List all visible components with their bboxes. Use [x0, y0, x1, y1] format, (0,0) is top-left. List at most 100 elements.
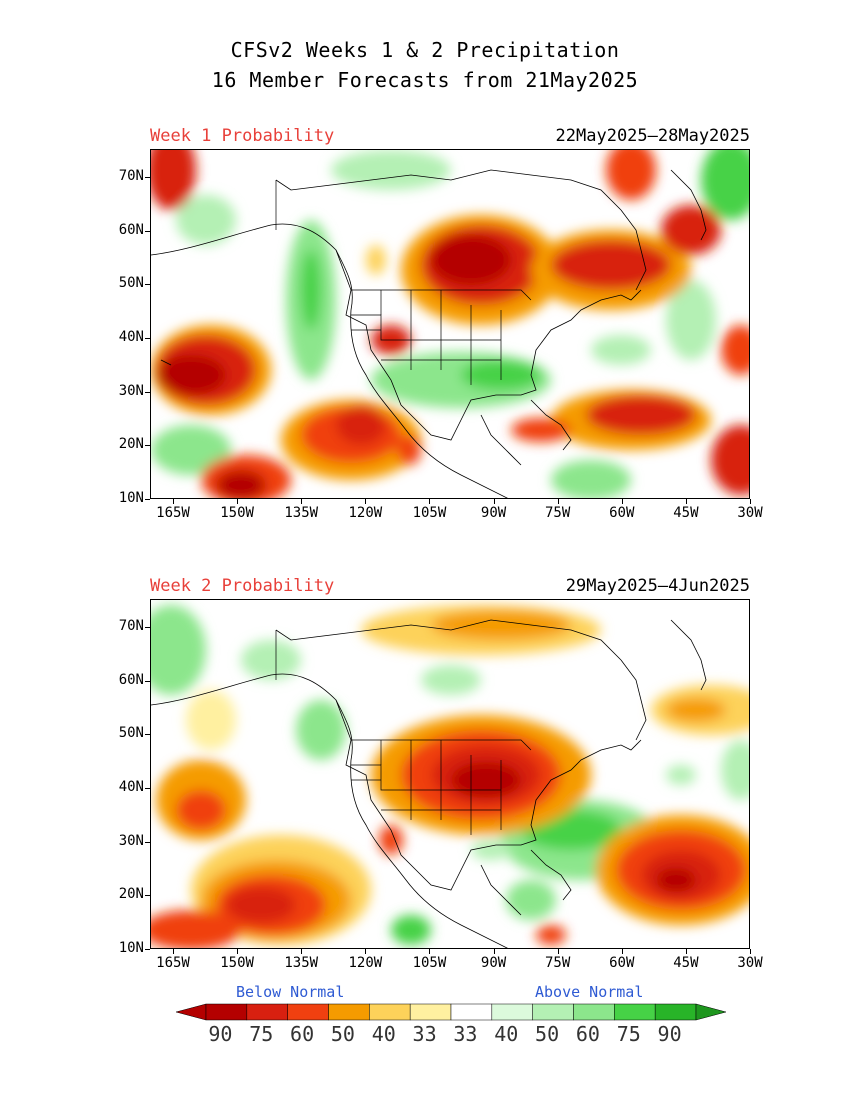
legend-swatch — [614, 1003, 656, 1021]
legend-swatch — [369, 1003, 411, 1021]
lon-tick — [493, 499, 495, 504]
lon-label: 105W — [412, 955, 447, 971]
lon-tick — [750, 949, 751, 954]
lon-tick — [429, 949, 431, 954]
legend-value: 40 — [371, 1022, 396, 1046]
legend-above-label: Above Normal — [535, 983, 644, 1001]
lon-label: 135W — [284, 955, 319, 971]
coastlines — [151, 169, 707, 498]
lon-label: 120W — [348, 505, 383, 521]
legend-swatch — [287, 1003, 329, 1021]
lon-label: 75W — [545, 505, 571, 521]
lat-label: 40N — [118, 779, 144, 795]
lon-label: 45W — [673, 955, 699, 971]
lon-tick — [173, 949, 174, 954]
lon-label: 105W — [412, 505, 447, 521]
legend-value: 60 — [290, 1022, 315, 1046]
lon-label: 165W — [156, 955, 190, 971]
lon-tick — [237, 499, 239, 504]
lat-tick — [145, 284, 150, 286]
lat-label: 50N — [118, 725, 144, 742]
lon-tick — [365, 949, 367, 954]
lon-tick — [301, 949, 303, 954]
legend-value: 60 — [575, 1022, 600, 1046]
lon-label: 45W — [673, 505, 699, 521]
lon-tick — [621, 949, 623, 954]
lat-tick — [145, 499, 150, 500]
lat-label: 60N — [118, 671, 144, 688]
lon-label: 135W — [284, 505, 319, 521]
week2-map — [150, 599, 750, 949]
lat-tick — [145, 177, 150, 178]
legend-swatch — [205, 1003, 248, 1021]
state-borders — [275, 180, 532, 385]
lon-label: 90W — [480, 955, 507, 971]
panel2-date-range: 29May2025—4Jun2025 — [565, 576, 750, 596]
lon-tick — [365, 499, 367, 504]
lon-label: 165W — [156, 505, 190, 521]
lat-tick — [145, 445, 150, 447]
lon-tick — [750, 499, 751, 504]
state-borders — [275, 630, 532, 835]
legend-value: 90 — [208, 1022, 233, 1046]
legend-value: 33 — [412, 1022, 437, 1046]
lon-tick — [301, 499, 303, 504]
legend-swatch — [450, 1003, 493, 1021]
lon-tick — [685, 499, 687, 504]
lon-label: 60W — [609, 955, 635, 971]
lat-label: 10N — [118, 490, 144, 506]
lat-tick — [145, 949, 150, 950]
lat-label: 30N — [118, 382, 144, 399]
coastlines — [151, 619, 707, 948]
legend-value: 33 — [453, 1022, 478, 1046]
panel1-label: Week 1 Probability — [150, 126, 335, 146]
lat-tick — [145, 680, 150, 682]
legend-arrow-left — [176, 1003, 207, 1021]
lat-label: 70N — [118, 618, 144, 634]
legend-swatch — [573, 1003, 615, 1021]
legend-swatch — [532, 1003, 574, 1021]
lat-label: 20N — [118, 886, 144, 903]
lat-tick — [145, 734, 150, 736]
lon-label: 30W — [737, 505, 763, 521]
lat-tick — [145, 391, 150, 393]
legend-arrow-right — [695, 1003, 726, 1021]
lon-tick — [173, 499, 174, 504]
panel1-date-range: 22May2025—28May2025 — [555, 126, 750, 146]
chart-subtitle: 16 Member Forecasts from 21May2025 — [211, 68, 639, 92]
lat-tick — [145, 338, 150, 339]
lon-tick — [621, 499, 623, 504]
lat-tick — [145, 788, 150, 789]
lat-label: 10N — [118, 940, 144, 956]
lat-tick — [145, 627, 150, 628]
lon-label: 150W — [220, 955, 254, 971]
legend-value: 40 — [494, 1022, 519, 1046]
lon-tick — [557, 949, 559, 954]
lat-tick — [145, 841, 150, 843]
lon-tick — [493, 949, 495, 954]
lat-label: 50N — [118, 275, 144, 292]
lon-tick — [429, 499, 431, 504]
legend-value: 75 — [249, 1022, 274, 1046]
lon-tick — [237, 949, 239, 954]
legend-colorbar — [176, 1003, 726, 1021]
lat-tick — [145, 230, 150, 232]
legend-value: 75 — [616, 1022, 641, 1046]
lon-label: 30W — [737, 955, 763, 971]
week1-map — [150, 149, 750, 499]
lat-label: 60N — [118, 221, 144, 238]
lon-label: 90W — [480, 505, 507, 521]
lon-tick — [685, 949, 687, 954]
lat-label: 30N — [118, 832, 144, 849]
lat-tick — [145, 895, 150, 897]
legend-swatch — [328, 1003, 370, 1021]
lon-label: 75W — [545, 955, 571, 971]
legend-value: 50 — [330, 1022, 355, 1046]
lon-tick — [557, 499, 559, 504]
lat-label: 20N — [118, 436, 144, 453]
legend-value: 90 — [657, 1022, 682, 1046]
legend-swatch — [654, 1003, 697, 1021]
legend-value: 50 — [535, 1022, 560, 1046]
lon-label: 120W — [348, 955, 383, 971]
legend-swatch — [491, 1003, 533, 1021]
